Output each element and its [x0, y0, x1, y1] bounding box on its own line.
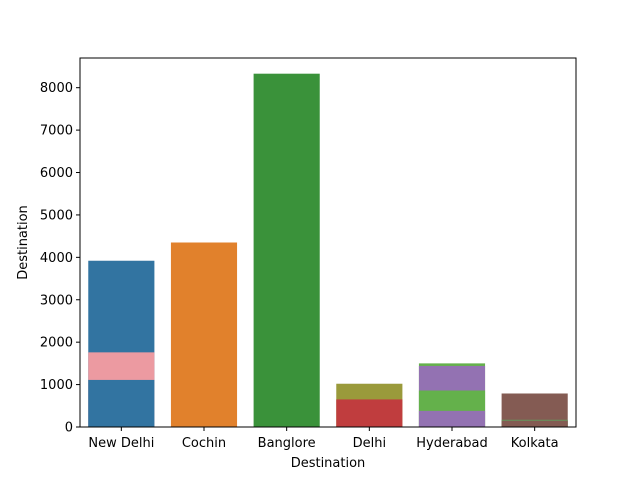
- bar-banglore-layer-0: [253, 73, 320, 427]
- x-axis-label: Destination: [291, 456, 366, 471]
- bar-kolkata-layer-2: [501, 420, 568, 427]
- y-tick-label: 2000: [40, 336, 73, 351]
- x-tick-label: Cochin: [182, 436, 226, 451]
- bar-hyderabad-layer-3: [418, 410, 486, 427]
- y-tick-label: 0: [65, 421, 73, 436]
- y-tick-label: 6000: [40, 166, 73, 181]
- y-tick-label: 5000: [40, 208, 73, 223]
- y-tick-label: 3000: [40, 293, 73, 308]
- y-tick-label: 1000: [40, 378, 73, 393]
- x-axis-ticks: New Delhi Cochin Banglore Delhi Hyderabad Kol…: [88, 427, 559, 451]
- y-axis-ticks: 0 1000 2000 3000 4000 5000 6000 7000 8000: [40, 81, 80, 436]
- y-tick-label: 4000: [40, 251, 73, 266]
- bar-delhi-layer-1: [336, 399, 403, 427]
- bar-new-delhi-layer-2: [88, 379, 155, 427]
- x-tick-label: New Delhi: [88, 436, 154, 451]
- x-tick-label: Hyderabad: [416, 436, 488, 451]
- y-tick-label: 8000: [40, 81, 73, 96]
- plot-frame: [79, 57, 577, 428]
- bars-layer: [88, 73, 568, 427]
- x-tick-label: Delhi: [353, 436, 386, 451]
- y-tick-label: 7000: [40, 124, 73, 139]
- x-tick-label: Banglore: [258, 436, 316, 451]
- bar-cochin-layer-0: [170, 242, 238, 427]
- x-tick-label: Kolkata: [511, 436, 559, 451]
- y-axis-label: Destination: [16, 205, 31, 280]
